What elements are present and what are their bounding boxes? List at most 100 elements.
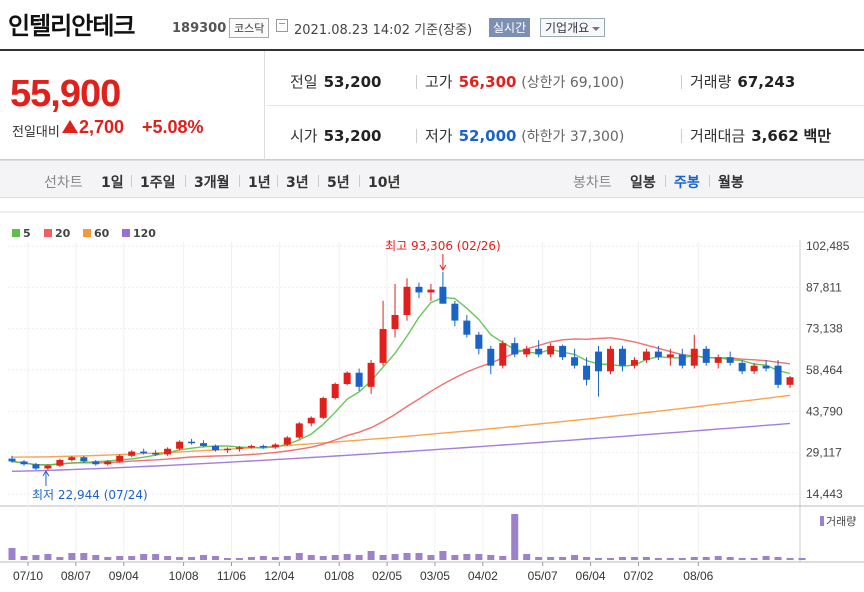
tab-5y[interactable]: 5년	[327, 175, 350, 191]
x-tick-label: 09/04	[109, 569, 139, 583]
low-value: 52,000	[458, 127, 517, 145]
candle-down	[140, 451, 148, 454]
candle-up	[128, 451, 136, 456]
calendar-icon	[276, 19, 288, 32]
volume-bar	[319, 556, 327, 560]
candle-up	[379, 329, 387, 363]
tab-1d[interactable]: 1일	[101, 175, 124, 191]
volume-bar	[20, 556, 28, 560]
datetime-value: 2021.08.23 14:02	[294, 23, 411, 38]
volume-bar	[307, 555, 315, 560]
volume-value: 67,243	[737, 73, 796, 91]
candle-up	[44, 465, 52, 469]
divider	[709, 175, 710, 187]
divider	[318, 175, 319, 187]
legend-label: 120	[133, 227, 156, 240]
volume: 거래량 67,243	[690, 71, 795, 92]
candle-down	[92, 461, 100, 465]
candle-up	[523, 348, 531, 355]
ma120-line	[11, 422, 791, 472]
volume-bar	[331, 555, 339, 560]
candle-up	[104, 461, 112, 465]
volume-bar	[606, 558, 614, 560]
market-badge: 코스닥	[229, 18, 270, 38]
tab-1y[interactable]: 1년	[248, 175, 271, 191]
candle-chart-label: 봉차트	[573, 175, 612, 191]
chevron-down-icon	[592, 26, 601, 31]
divider	[416, 129, 417, 143]
candle-up	[68, 457, 76, 461]
volume-bar	[379, 555, 387, 560]
compare-label: 전일대비	[12, 125, 60, 140]
realtime-button[interactable]: 실시간	[489, 18, 531, 37]
session-value: 기준(장중)	[414, 23, 473, 38]
volume-bar	[176, 557, 184, 560]
quote-panel: 55,900 전일대비 2,700 +5.08% 전일 53,200 고가 56,3…	[0, 49, 864, 160]
tab-3m[interactable]: 3개월	[194, 175, 230, 191]
candle-up	[164, 448, 172, 455]
candle-down	[595, 351, 603, 372]
ma60-line	[11, 394, 791, 458]
volume-bar	[427, 555, 435, 560]
line-chart-label: 선차트	[44, 175, 83, 191]
amount-unit: 백만	[803, 127, 832, 145]
x-tick-label: 03/05	[420, 569, 450, 583]
candle-up	[630, 360, 638, 366]
candle-down	[451, 303, 459, 321]
candle-up	[247, 445, 255, 448]
candle-down	[439, 286, 447, 304]
volume-bar	[726, 557, 734, 560]
low-label: 저가	[425, 127, 453, 145]
x-tick-label: 06/04	[576, 569, 606, 583]
candle-down	[618, 348, 626, 366]
legend-ma60: 60	[83, 227, 109, 240]
volume-bar	[188, 557, 196, 560]
candle-down	[211, 445, 219, 451]
company-overview-dropdown[interactable]: 기업개요	[540, 18, 606, 37]
candle-up	[690, 348, 698, 366]
legend-label: 5	[23, 227, 31, 240]
candle-up	[499, 343, 507, 366]
lower-limit: (하한가 37,300)	[521, 129, 625, 145]
volume-bar	[44, 554, 52, 560]
tab-weekly[interactable]: 주봉	[674, 175, 700, 191]
tab-daily[interactable]: 일봉	[630, 175, 656, 191]
up-triangle-icon	[62, 120, 78, 133]
x-tick-label: 05/07	[528, 569, 558, 583]
y-tick-label: 73,138	[806, 322, 843, 336]
candle-up	[116, 455, 124, 462]
candle-up	[606, 348, 614, 372]
open-label: 시가	[290, 127, 318, 145]
volume-bar	[702, 557, 710, 560]
volume-bar	[283, 556, 291, 560]
candle-down	[535, 348, 543, 355]
volume-bar	[271, 557, 279, 560]
prev-close: 전일 53,200	[290, 71, 382, 92]
tab-10y[interactable]: 10년	[368, 175, 401, 191]
candle-down	[678, 354, 686, 366]
volume-bar	[666, 558, 674, 560]
volume-bar	[403, 553, 411, 560]
tab-monthly[interactable]: 월봉	[718, 175, 744, 191]
volume-bar	[391, 554, 399, 560]
prev-close-label: 전일	[290, 73, 318, 91]
x-tick-label: 02/05	[372, 569, 402, 583]
divider	[681, 129, 682, 143]
volume-legend-label: 거래량	[826, 515, 856, 528]
volume-bar	[523, 554, 531, 560]
candle-down	[738, 362, 746, 372]
x-tick-label: 04/02	[468, 569, 498, 583]
candle-up	[367, 362, 375, 387]
tab-1w[interactable]: 1주일	[140, 175, 176, 191]
change-percent: +5.08%	[142, 117, 204, 137]
volume-bar	[618, 557, 626, 560]
candle-up	[391, 314, 399, 330]
divider	[359, 175, 360, 187]
tab-3y[interactable]: 3년	[286, 175, 309, 191]
low-arrow-icon	[42, 470, 50, 477]
volume-bar	[8, 548, 16, 560]
volume-bar	[104, 557, 112, 560]
volume-bar	[786, 558, 794, 560]
candle-down	[32, 464, 40, 469]
candle-down	[726, 357, 734, 363]
